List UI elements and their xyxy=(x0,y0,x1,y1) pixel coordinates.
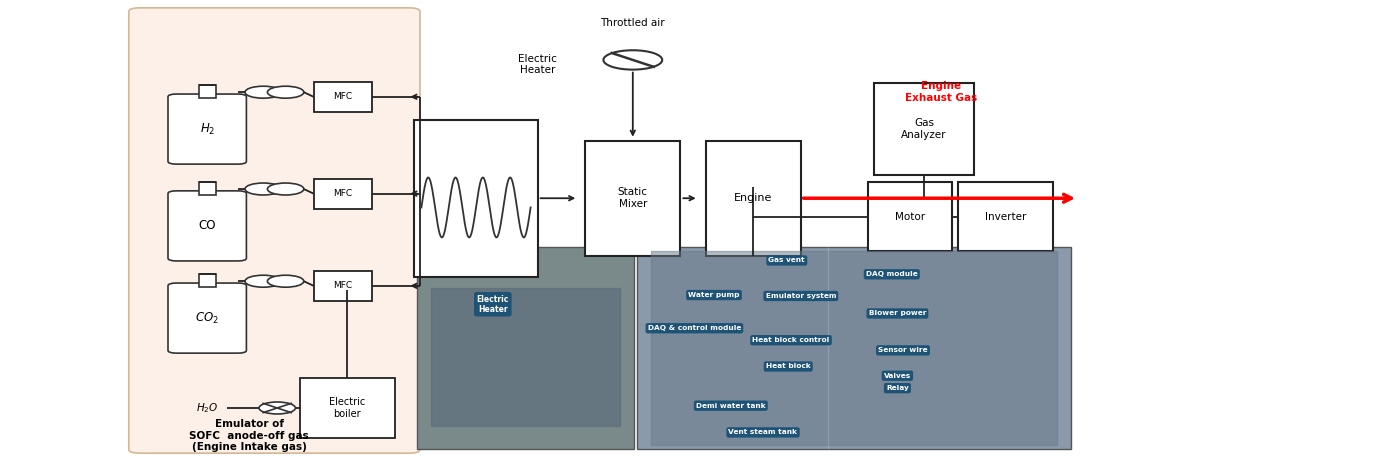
Text: Relay: Relay xyxy=(886,385,909,391)
FancyBboxPatch shape xyxy=(314,82,372,112)
Circle shape xyxy=(245,86,281,98)
FancyBboxPatch shape xyxy=(706,141,801,256)
Text: Water pump: Water pump xyxy=(689,292,739,298)
Circle shape xyxy=(245,183,281,195)
FancyBboxPatch shape xyxy=(314,178,372,208)
Circle shape xyxy=(259,402,295,414)
Circle shape xyxy=(267,275,304,287)
FancyBboxPatch shape xyxy=(300,378,395,438)
FancyBboxPatch shape xyxy=(199,85,216,98)
Text: Sensor wire: Sensor wire xyxy=(878,347,928,354)
Text: $H_2$: $H_2$ xyxy=(200,122,214,136)
Text: Emulator of
SOFC  anode-off gas
(Engine Intake gas): Emulator of SOFC anode-off gas (Engine I… xyxy=(189,419,309,452)
FancyBboxPatch shape xyxy=(958,182,1053,251)
Text: Inverter: Inverter xyxy=(984,212,1026,222)
Text: DAQ & control module: DAQ & control module xyxy=(648,325,741,331)
Text: MFC: MFC xyxy=(333,189,353,198)
FancyBboxPatch shape xyxy=(199,274,216,287)
Text: MFC: MFC xyxy=(333,281,353,290)
FancyBboxPatch shape xyxy=(199,182,216,195)
Text: Demi water tank: Demi water tank xyxy=(696,402,766,409)
FancyBboxPatch shape xyxy=(168,283,246,353)
Circle shape xyxy=(267,183,304,195)
Text: Emulator system: Emulator system xyxy=(766,293,836,299)
Text: Heat block: Heat block xyxy=(766,363,811,370)
Circle shape xyxy=(267,86,304,98)
Text: Engine
Exhaust Gas: Engine Exhaust Gas xyxy=(904,82,977,103)
FancyBboxPatch shape xyxy=(417,247,634,449)
FancyBboxPatch shape xyxy=(168,191,246,261)
FancyBboxPatch shape xyxy=(414,120,538,277)
FancyBboxPatch shape xyxy=(637,247,1071,449)
Text: Heat block control: Heat block control xyxy=(752,337,830,343)
Text: Throttled air: Throttled air xyxy=(601,18,665,28)
Text: DAQ module: DAQ module xyxy=(867,271,917,278)
Text: MFC: MFC xyxy=(333,92,353,101)
Text: Electric
Heater: Electric Heater xyxy=(476,295,510,314)
Text: Electric
boiler: Electric boiler xyxy=(329,397,365,419)
Text: Motor: Motor xyxy=(895,212,925,222)
Text: Blower power: Blower power xyxy=(868,310,927,317)
Circle shape xyxy=(245,275,281,287)
Text: Valves: Valves xyxy=(883,372,911,379)
Text: Static
Mixer: Static Mixer xyxy=(617,188,648,209)
Text: Gas
Analyzer: Gas Analyzer xyxy=(902,118,946,140)
FancyBboxPatch shape xyxy=(129,8,420,453)
Text: Vent steam tank: Vent steam tank xyxy=(728,429,798,436)
Text: Engine: Engine xyxy=(734,193,773,203)
FancyBboxPatch shape xyxy=(868,182,952,251)
Text: Gas vent: Gas vent xyxy=(769,257,805,264)
FancyBboxPatch shape xyxy=(168,94,246,164)
FancyBboxPatch shape xyxy=(314,271,372,301)
Text: CO: CO xyxy=(199,219,216,232)
Text: $H_2O$: $H_2O$ xyxy=(196,401,218,415)
FancyBboxPatch shape xyxy=(585,141,680,256)
FancyBboxPatch shape xyxy=(874,83,974,175)
Text: $CO_2$: $CO_2$ xyxy=(195,311,220,325)
Circle shape xyxy=(603,50,662,70)
Text: Electric
Heater: Electric Heater xyxy=(518,54,557,75)
